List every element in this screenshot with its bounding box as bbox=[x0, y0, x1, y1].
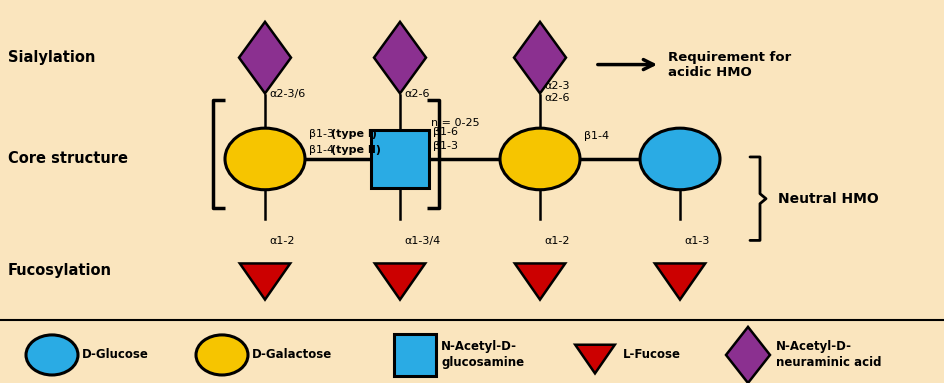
Polygon shape bbox=[654, 264, 704, 300]
Text: (type I): (type I) bbox=[330, 129, 377, 139]
Text: β1-4: β1-4 bbox=[583, 131, 609, 141]
Text: Requirement for
acidic HMO: Requirement for acidic HMO bbox=[667, 51, 790, 79]
FancyBboxPatch shape bbox=[371, 130, 429, 188]
Text: α2-6: α2-6 bbox=[404, 89, 429, 99]
Text: α1-3: α1-3 bbox=[683, 236, 709, 246]
Ellipse shape bbox=[639, 128, 719, 190]
Polygon shape bbox=[514, 22, 565, 93]
Text: N-Acetyl-D-: N-Acetyl-D- bbox=[441, 340, 516, 354]
Ellipse shape bbox=[225, 128, 305, 190]
Polygon shape bbox=[575, 345, 615, 373]
Text: glucosamine: glucosamine bbox=[441, 357, 524, 370]
Ellipse shape bbox=[26, 335, 78, 375]
Text: β1-6: β1-6 bbox=[432, 127, 458, 137]
Text: Fucosylation: Fucosylation bbox=[8, 263, 112, 278]
Text: L-Fucose: L-Fucose bbox=[622, 349, 681, 362]
Ellipse shape bbox=[499, 128, 580, 190]
Text: β1-3: β1-3 bbox=[432, 141, 458, 151]
Text: Neutral HMO: Neutral HMO bbox=[777, 192, 878, 206]
Text: N-Acetyl-D-: N-Acetyl-D- bbox=[775, 340, 851, 354]
Text: (type II): (type II) bbox=[330, 145, 380, 155]
Polygon shape bbox=[239, 22, 291, 93]
Polygon shape bbox=[240, 264, 290, 300]
FancyBboxPatch shape bbox=[394, 334, 435, 376]
Text: β1-3: β1-3 bbox=[309, 129, 337, 139]
Polygon shape bbox=[375, 264, 425, 300]
Text: α1-3/4: α1-3/4 bbox=[404, 236, 440, 246]
Text: β1-4: β1-4 bbox=[309, 145, 337, 155]
Polygon shape bbox=[514, 264, 565, 300]
Polygon shape bbox=[725, 327, 769, 383]
Text: neuraminic acid: neuraminic acid bbox=[775, 357, 881, 370]
Text: Core structure: Core structure bbox=[8, 151, 127, 167]
Text: Sialylation: Sialylation bbox=[8, 50, 95, 65]
Text: α2-3
α2-6: α2-3 α2-6 bbox=[544, 81, 569, 103]
Text: α2-3/6: α2-3/6 bbox=[269, 89, 305, 99]
Text: α1-2: α1-2 bbox=[269, 236, 295, 246]
Ellipse shape bbox=[195, 335, 247, 375]
Text: D-Glucose: D-Glucose bbox=[82, 349, 149, 362]
Text: α1-2: α1-2 bbox=[544, 236, 569, 246]
Text: D-Galactose: D-Galactose bbox=[252, 349, 332, 362]
Text: n = 0-25: n = 0-25 bbox=[430, 118, 480, 128]
Polygon shape bbox=[374, 22, 426, 93]
